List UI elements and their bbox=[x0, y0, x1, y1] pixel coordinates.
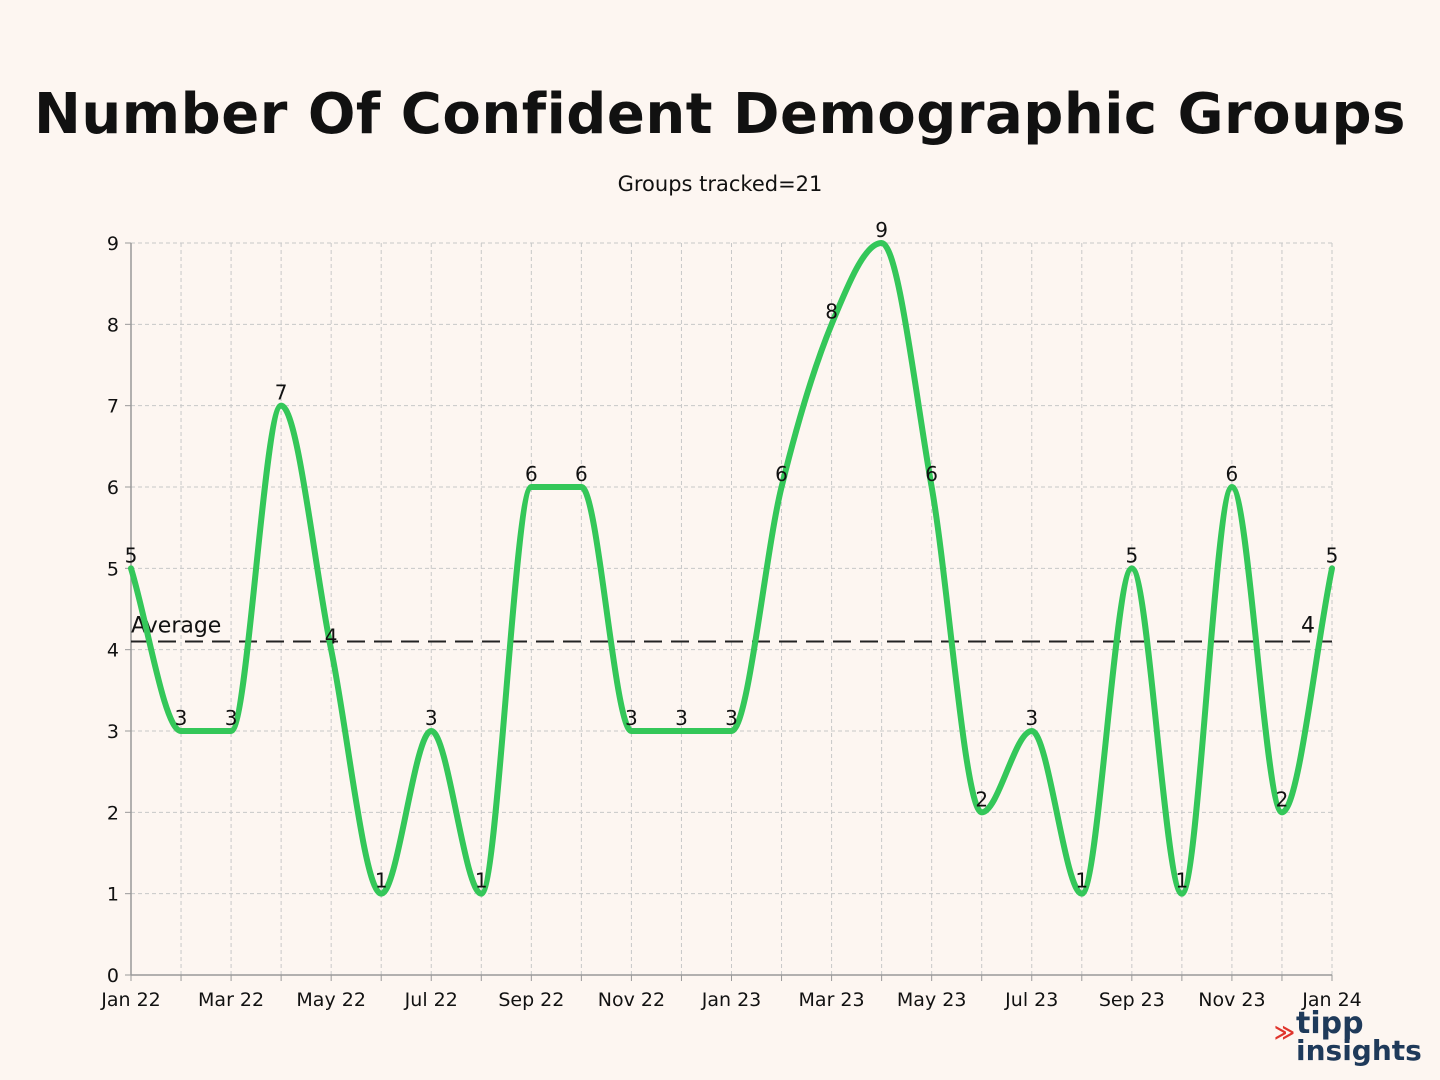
data-label: 2 bbox=[1276, 787, 1289, 811]
x-tick-label: Nov 23 bbox=[1198, 989, 1265, 1011]
x-tick-label: Sep 23 bbox=[1099, 989, 1165, 1011]
data-label: 3 bbox=[225, 706, 238, 730]
y-tick-label: 4 bbox=[107, 640, 119, 662]
x-tick-label: Sep 22 bbox=[498, 989, 564, 1011]
data-label: 3 bbox=[625, 706, 638, 730]
data-label: 6 bbox=[575, 462, 588, 486]
data-label: 5 bbox=[125, 543, 138, 567]
data-label: 4 bbox=[325, 625, 338, 649]
x-tick-label: Nov 22 bbox=[598, 989, 665, 1011]
y-tick-label: 7 bbox=[107, 396, 119, 418]
series-line bbox=[128, 240, 1335, 897]
tipp-insights-logo: ≫ tipp insights bbox=[1270, 1006, 1422, 1072]
data-label: 6 bbox=[775, 462, 788, 486]
data-label: 6 bbox=[925, 462, 938, 486]
data-label: 1 bbox=[1075, 869, 1088, 893]
data-label: 3 bbox=[425, 706, 438, 730]
logo-arrow-icon: ≫ bbox=[1274, 1020, 1295, 1044]
data-label: 6 bbox=[1226, 462, 1239, 486]
data-label: 9 bbox=[875, 218, 888, 242]
x-tick-label: Jan 24 bbox=[1301, 989, 1362, 1011]
x-tick-label: May 22 bbox=[296, 989, 366, 1011]
x-tick-label: Jan 22 bbox=[100, 989, 161, 1011]
logo-text-tipp: tipp bbox=[1296, 1006, 1364, 1041]
chart-subtitle: Groups tracked=21 bbox=[617, 172, 823, 196]
data-label: 1 bbox=[475, 869, 488, 893]
x-tick-label: Mar 23 bbox=[799, 989, 865, 1011]
average-value-label: 4 bbox=[1301, 614, 1315, 639]
y-tick-label: 6 bbox=[107, 477, 119, 499]
y-tick-label: 5 bbox=[107, 558, 119, 580]
data-label: 5 bbox=[1326, 543, 1339, 567]
chart-title: Number Of Confident Demographic Groups bbox=[34, 82, 1406, 147]
x-tick-label: May 23 bbox=[897, 989, 967, 1011]
y-tick-label: 0 bbox=[107, 965, 119, 987]
data-label: 3 bbox=[725, 706, 738, 730]
y-tick-label: 9 bbox=[107, 233, 119, 255]
x-tick-label: Jan 23 bbox=[701, 989, 762, 1011]
data-label: 1 bbox=[375, 869, 388, 893]
data-label: 3 bbox=[1025, 706, 1038, 730]
data-label: 3 bbox=[675, 706, 688, 730]
data-label: 3 bbox=[175, 706, 188, 730]
data-label: 6 bbox=[525, 462, 538, 486]
y-tick-label: 8 bbox=[107, 314, 119, 336]
data-label: 5 bbox=[1125, 543, 1138, 567]
y-tick-label: 1 bbox=[107, 884, 119, 906]
data-label: 7 bbox=[275, 381, 288, 405]
x-tick-label: Mar 22 bbox=[198, 989, 264, 1011]
logo-text-insights: insights bbox=[1296, 1034, 1422, 1067]
data-label: 2 bbox=[975, 787, 988, 811]
y-tick-label: 3 bbox=[107, 721, 119, 743]
x-tick-label: Jul 23 bbox=[1004, 989, 1058, 1011]
data-label: 8 bbox=[825, 299, 838, 323]
x-tick-label: Jul 22 bbox=[404, 989, 458, 1011]
data-label: 1 bbox=[1176, 869, 1189, 893]
y-tick-label: 2 bbox=[107, 802, 119, 824]
